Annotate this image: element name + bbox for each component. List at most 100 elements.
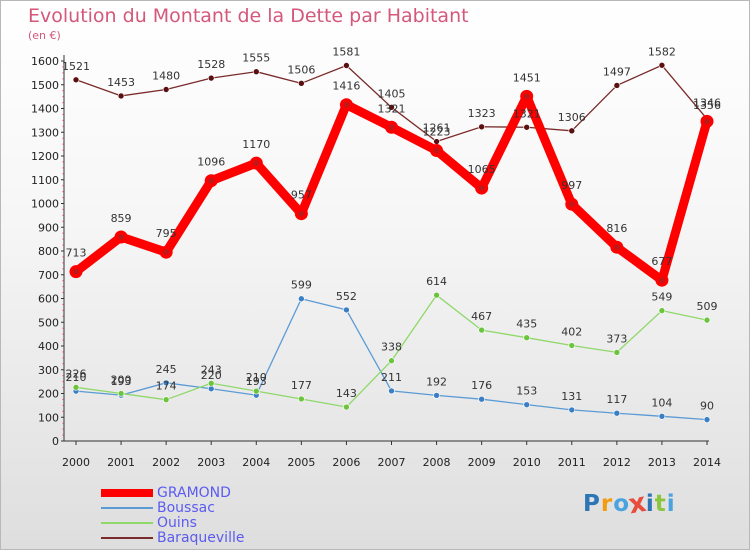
x-tick-label: 2009	[468, 456, 496, 469]
data-label-ouins: 509	[697, 300, 718, 313]
data-label-gramond: 1346	[693, 96, 721, 109]
data-label-baraqueville: 1453	[107, 76, 135, 89]
point-ouins	[117, 390, 125, 397]
x-tick-label: 2001	[107, 456, 135, 469]
series-layer	[69, 61, 714, 423]
legend-item-baraqueville: Baraqueville	[101, 531, 351, 546]
point-gramond-center	[163, 249, 170, 256]
point-gramond-center	[433, 147, 440, 154]
x-tick-label: 2013	[648, 456, 676, 469]
point-boussac	[388, 387, 395, 395]
point-ouins	[72, 384, 80, 391]
x-tick-label: 2004	[242, 456, 270, 469]
point-gramond-center	[568, 201, 575, 208]
point-baraqueville	[568, 127, 576, 135]
point-ouins	[298, 395, 305, 403]
x-tick-label: 2010	[513, 456, 541, 469]
legend-item-ouins: Ouins	[101, 516, 351, 531]
data-label-baraqueville: 1506	[287, 63, 315, 76]
legend-swatch	[101, 537, 153, 539]
data-label-boussac: 552	[336, 290, 357, 303]
data-label-gramond: 859	[111, 212, 132, 225]
point-ouins	[252, 387, 260, 395]
point-boussac	[478, 395, 485, 403]
data-label-boussac: 245	[156, 363, 177, 376]
point-baraqueville	[388, 104, 395, 111]
data-label-gramond: 816	[606, 222, 627, 235]
logo-letter: o	[613, 491, 631, 517]
logo-letter: P	[583, 491, 601, 517]
point-gramond-center	[388, 124, 395, 131]
y-tick-label: 600	[38, 293, 59, 306]
data-label-boussac: 599	[291, 279, 312, 292]
data-label-ouins: 467	[471, 310, 492, 323]
point-gramond-center	[613, 244, 620, 251]
y-tick-label: 500	[38, 316, 59, 329]
data-label-gramond: 957	[291, 189, 312, 202]
chart-subtitle: (en €)	[28, 29, 61, 42]
logo-letter: i	[666, 491, 676, 517]
data-label-ouins: 210	[246, 371, 267, 384]
y-tick-label: 900	[38, 221, 59, 234]
point-baraqueville	[433, 138, 440, 145]
data-label-ouins: 614	[426, 275, 447, 288]
chart-title: Evolution du Montant de la Dette par Hab…	[28, 5, 469, 27]
legend-label: Boussac	[157, 500, 215, 516]
x-tick-label: 2000	[62, 456, 90, 469]
point-boussac	[207, 385, 215, 393]
point-baraqueville	[478, 123, 485, 131]
data-label-gramond: 795	[156, 227, 177, 240]
point-gramond-center	[208, 177, 215, 184]
point-baraqueville	[298, 80, 305, 87]
point-baraqueville	[613, 82, 621, 89]
point-ouins	[433, 291, 440, 299]
y-tick-label: 800	[38, 245, 59, 258]
data-label-baraqueville: 1480	[152, 70, 180, 83]
legend-swatch	[101, 522, 153, 524]
y-tick-label: 700	[38, 269, 59, 282]
point-boussac	[523, 401, 531, 408]
point-gramond-center	[253, 160, 260, 167]
point-ouins	[207, 379, 215, 387]
point-baraqueville	[658, 61, 666, 69]
data-label-baraqueville: 1356	[693, 99, 721, 112]
data-label-baraqueville: 1497	[603, 65, 631, 78]
data-label-gramond: 1321	[378, 102, 406, 115]
data-label-ouins: 402	[561, 326, 582, 339]
data-label-gramond: 713	[66, 247, 87, 260]
data-labels-layer: 1521 1453 1480 1528 1555 1506 1581 1405 1261 1323…	[62, 45, 721, 412]
point-baraqueville	[523, 123, 531, 131]
point-ouins	[568, 342, 576, 349]
data-label-gramond: 1451	[513, 71, 541, 84]
y-tick-label: 300	[38, 364, 59, 377]
point-ouins	[658, 307, 666, 314]
legend-label: Ouins	[157, 515, 197, 531]
data-label-boussac: 104	[651, 396, 672, 409]
point-boussac	[162, 379, 170, 387]
point-gramond-center	[658, 277, 665, 284]
data-label-boussac: 90	[700, 400, 714, 413]
data-label-ouins: 243	[201, 363, 222, 376]
data-label-baraqueville: 1306	[558, 111, 586, 124]
data-label-baraqueville: 1321	[513, 107, 541, 120]
data-label-boussac: 211	[381, 371, 402, 384]
data-label-boussac: 131	[561, 390, 582, 403]
logo-letter: i	[645, 491, 655, 517]
point-baraqueville	[343, 62, 350, 69]
point-gramond-center	[704, 118, 710, 125]
point-ouins	[162, 396, 170, 403]
data-label-gramond: 1223	[423, 126, 451, 139]
data-label-ouins: 373	[606, 332, 627, 345]
point-baraqueville	[207, 74, 215, 82]
data-label-baraqueville: 1581	[332, 46, 360, 59]
data-label-ouins: 226	[66, 367, 87, 380]
x-tick-label: 2002	[152, 456, 180, 469]
data-label-ouins: 177	[291, 379, 312, 392]
data-label-baraqueville: 1555	[242, 52, 270, 65]
point-ouins	[478, 326, 485, 334]
proxiti-logo: Proxiti	[583, 488, 676, 521]
point-ouins	[703, 316, 711, 324]
data-label-boussac: 193	[246, 375, 267, 388]
x-tick-label: 2003	[197, 456, 225, 469]
